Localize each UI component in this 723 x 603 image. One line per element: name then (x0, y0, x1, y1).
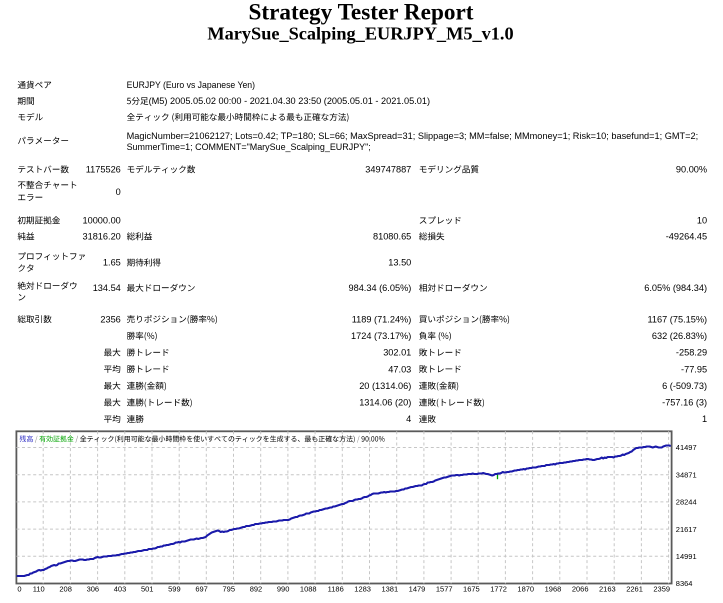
svg-text:-757.16 (3): -757.16 (3) (662, 398, 707, 408)
svg-text:110: 110 (33, 585, 45, 594)
svg-text:2359: 2359 (653, 585, 670, 594)
svg-text:892: 892 (250, 585, 263, 594)
svg-text:(M5) 2005.05.02 00:00 - 2021.0: (M5) 2005.05.02 00:00 - 2021.04.30 23:50… (149, 96, 430, 106)
svg-text:134.54: 134.54 (93, 283, 121, 293)
svg-text:41497: 41497 (676, 443, 697, 452)
svg-text:10: 10 (697, 216, 707, 226)
svg-text:10000.00: 10000.00 (82, 216, 120, 226)
svg-text:-258.29: -258.29 (676, 348, 707, 358)
svg-text:2261: 2261 (626, 585, 643, 594)
svg-text:-49264.45: -49264.45 (666, 232, 707, 242)
svg-text:MagicNumber=21062127; Lots=0.4: MagicNumber=21062127; Lots=0.42; TP=180;… (127, 131, 699, 141)
svg-text:SummerTime=1; COMMENT="MarySue: SummerTime=1; COMMENT="MarySue_Scalping_… (127, 142, 371, 152)
svg-text:306: 306 (87, 585, 100, 594)
svg-text:1675: 1675 (463, 585, 480, 594)
svg-text:2356: 2356 (100, 314, 120, 324)
svg-text:501: 501 (141, 585, 154, 594)
svg-text:2163: 2163 (599, 585, 616, 594)
svg-text:0: 0 (116, 187, 121, 197)
svg-text:1724 (73.17%): 1724 (73.17%) (351, 331, 411, 341)
svg-text:28244: 28244 (676, 498, 697, 507)
svg-text:34871: 34871 (676, 470, 697, 479)
svg-text:1189 (71.24%): 1189 (71.24%) (352, 314, 412, 324)
svg-text:1167 (75.15%): 1167 (75.15%) (648, 314, 708, 324)
svg-text:1: 1 (702, 414, 707, 424)
svg-text:990: 990 (277, 585, 290, 594)
svg-text:6.05% (984.34): 6.05% (984.34) (644, 283, 707, 293)
svg-text:47.03: 47.03 (388, 364, 411, 374)
svg-text:632 (26.83%): 632 (26.83%) (652, 331, 707, 341)
svg-text:Strategy Tester Report: Strategy Tester Report (249, 0, 474, 26)
svg-text:1186: 1186 (328, 585, 344, 594)
svg-text:EURJPY (Euro vs Japanese Yen): EURJPY (Euro vs Japanese Yen) (127, 80, 255, 90)
svg-text:1088: 1088 (300, 585, 317, 594)
svg-text:1577: 1577 (436, 585, 453, 594)
svg-text:1381: 1381 (381, 585, 398, 594)
svg-text:81080.65: 81080.65 (373, 232, 411, 242)
svg-text:14991: 14991 (676, 552, 697, 561)
svg-text:984.34 (6.05%): 984.34 (6.05%) (348, 283, 411, 293)
svg-text:403: 403 (114, 585, 127, 594)
svg-text:697: 697 (195, 585, 208, 594)
svg-text:1175526: 1175526 (86, 165, 121, 175)
svg-text:13.50: 13.50 (388, 258, 411, 268)
svg-text:1479: 1479 (409, 585, 426, 594)
svg-text:90.00%: 90.00% (676, 165, 707, 175)
svg-text:0: 0 (17, 585, 21, 594)
svg-text:1870: 1870 (517, 585, 534, 594)
svg-text:1.65: 1.65 (103, 258, 121, 268)
svg-text:21617: 21617 (676, 525, 697, 534)
svg-text:795: 795 (223, 585, 236, 594)
svg-text:31816.20: 31816.20 (82, 232, 120, 242)
svg-text:349747887: 349747887 (365, 165, 411, 175)
svg-text:208: 208 (59, 585, 72, 594)
svg-text:20 (1314.06): 20 (1314.06) (359, 381, 411, 391)
svg-text:302.01: 302.01 (383, 348, 411, 358)
svg-text:599: 599 (168, 585, 181, 594)
svg-text:2066: 2066 (572, 585, 589, 594)
svg-text:1314.06 (20): 1314.06 (20) (359, 398, 411, 408)
svg-text:1283: 1283 (354, 585, 371, 594)
svg-text:6 (-509.73): 6 (-509.73) (662, 381, 707, 391)
svg-text:4: 4 (406, 414, 411, 424)
svg-text:MarySue_Scalping_EURJPY_M5_v1.: MarySue_Scalping_EURJPY_M5_v1.0 (207, 23, 513, 43)
svg-text:1968: 1968 (545, 585, 562, 594)
svg-text:8364: 8364 (676, 579, 693, 588)
svg-text:-77.95: -77.95 (681, 364, 707, 374)
svg-text:1772: 1772 (490, 585, 507, 594)
